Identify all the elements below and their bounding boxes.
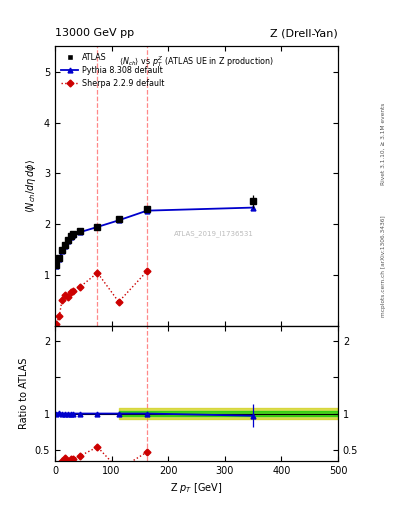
Text: ATLAS_2019_I1736531: ATLAS_2019_I1736531 (174, 230, 253, 237)
Text: $\langle N_{ch}\rangle$ vs $p_T^Z$ (ATLAS UE in Z production): $\langle N_{ch}\rangle$ vs $p_T^Z$ (ATLA… (119, 54, 274, 70)
Text: Z (Drell-Yan): Z (Drell-Yan) (270, 28, 338, 38)
Legend: ATLAS, Pythia 8.308 default, Sherpa 2.2.9 default: ATLAS, Pythia 8.308 default, Sherpa 2.2.… (59, 50, 166, 90)
X-axis label: Z $p_T$ [GeV]: Z $p_T$ [GeV] (170, 481, 223, 495)
Text: Rivet 3.1.10, ≥ 3.1M events: Rivet 3.1.10, ≥ 3.1M events (381, 102, 386, 184)
Text: mcplots.cern.ch [arXiv:1306.3436]: mcplots.cern.ch [arXiv:1306.3436] (381, 216, 386, 317)
Y-axis label: Ratio to ATLAS: Ratio to ATLAS (19, 358, 29, 429)
Y-axis label: $\langle N_{ch}/d\eta\, d\phi\rangle$: $\langle N_{ch}/d\eta\, d\phi\rangle$ (24, 159, 39, 214)
Text: 13000 GeV pp: 13000 GeV pp (55, 28, 134, 38)
